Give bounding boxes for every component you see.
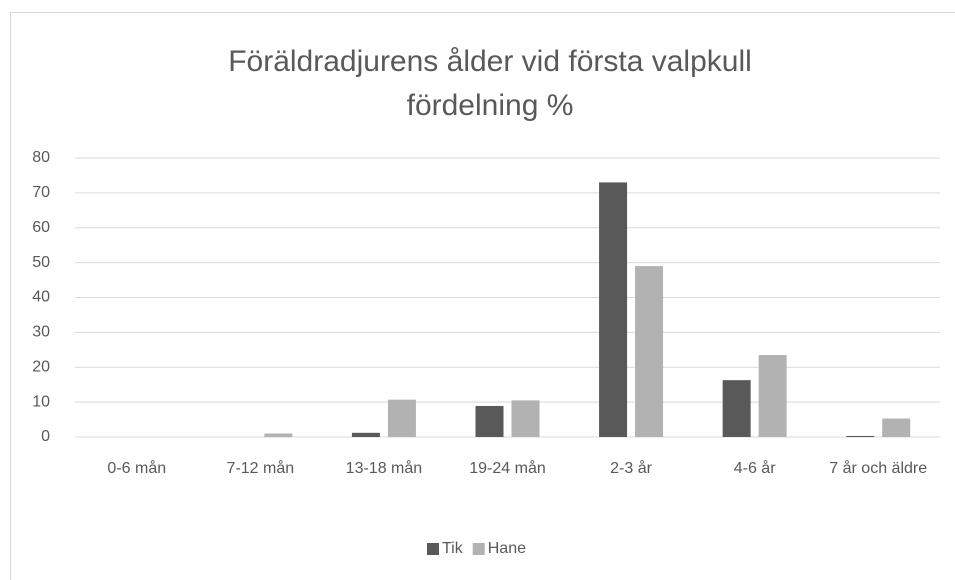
x-tick-label: 4-6 år	[733, 460, 776, 477]
x-tick-label: 0-6 mån	[107, 460, 167, 477]
bar	[351, 432, 380, 437]
bar	[387, 399, 416, 437]
bar	[846, 435, 875, 437]
bar	[264, 433, 293, 437]
y-tick-label: 20	[32, 358, 50, 375]
legend-label: Hane	[488, 540, 526, 557]
bar	[882, 418, 911, 437]
x-tick-label: 7-12 mån	[226, 460, 295, 477]
bar	[722, 380, 751, 437]
y-tick-label: 10	[32, 393, 50, 410]
bar	[511, 400, 540, 437]
y-tick-label: 30	[32, 324, 50, 341]
chart-frame	[10, 12, 955, 580]
y-tick-label: 70	[32, 184, 50, 201]
y-tick-label: 50	[32, 254, 50, 271]
y-tick-label: 0	[41, 428, 50, 445]
bar	[758, 355, 787, 437]
bar	[635, 266, 664, 437]
x-tick-label: 13-18 mån	[345, 460, 423, 477]
y-tick-label: 80	[32, 149, 50, 166]
x-tick-label: 2-3 år	[610, 460, 652, 477]
x-tick-label: 7 år och äldre	[829, 460, 928, 477]
legend-swatch	[427, 543, 439, 555]
bar	[475, 405, 504, 437]
chart-title: Föräldradjurens ålder vid första valpkul…	[228, 45, 752, 122]
bar	[599, 182, 628, 437]
x-tick-label: 19-24 mån	[469, 460, 546, 477]
legend-label: Tik	[442, 540, 464, 557]
y-tick-label: 40	[32, 289, 50, 306]
legend-swatch	[472, 543, 485, 555]
y-tick-label: 60	[32, 219, 50, 236]
